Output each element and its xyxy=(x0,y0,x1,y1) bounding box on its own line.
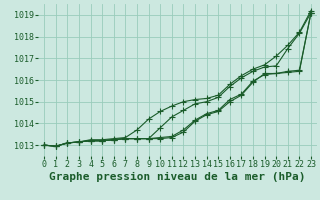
X-axis label: Graphe pression niveau de la mer (hPa): Graphe pression niveau de la mer (hPa) xyxy=(49,172,306,182)
